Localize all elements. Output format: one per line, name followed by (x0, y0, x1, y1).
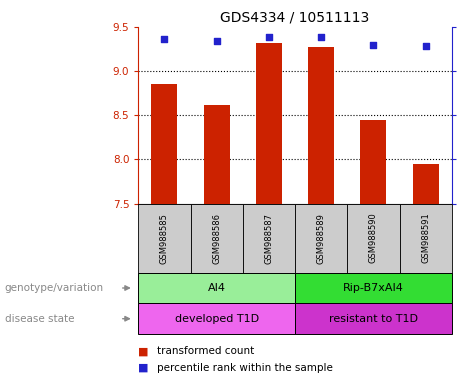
Text: ■: ■ (138, 363, 149, 373)
Text: GSM988589: GSM988589 (317, 213, 325, 263)
Bar (413, 164, 439, 204)
Bar (361, 120, 386, 204)
Text: ■: ■ (138, 346, 149, 356)
Bar (138, 204, 190, 273)
Bar (138, 273, 295, 303)
Bar (138, 303, 295, 334)
Point (370, 41, 377, 48)
Text: resistant to T1D: resistant to T1D (329, 314, 418, 324)
Title: GDS4334 / 10511113: GDS4334 / 10511113 (220, 10, 370, 24)
Text: GSM988591: GSM988591 (421, 213, 430, 263)
Bar (295, 303, 452, 334)
Bar (151, 84, 177, 204)
Text: genotype/variation: genotype/variation (5, 283, 104, 293)
Bar (243, 204, 295, 273)
Text: GSM988586: GSM988586 (212, 213, 221, 263)
Bar (308, 47, 334, 204)
Point (161, 36, 168, 42)
Text: developed T1D: developed T1D (175, 314, 259, 324)
Point (318, 35, 325, 41)
Bar (190, 204, 243, 273)
Bar (204, 104, 230, 204)
Text: Rip-B7xAI4: Rip-B7xAI4 (343, 283, 404, 293)
Point (422, 43, 429, 50)
Bar (347, 204, 400, 273)
Bar (295, 273, 452, 303)
Text: disease state: disease state (5, 314, 74, 324)
Text: GSM988585: GSM988585 (160, 213, 169, 263)
Bar (256, 43, 282, 204)
Bar (295, 204, 347, 273)
Bar (400, 204, 452, 273)
Text: percentile rank within the sample: percentile rank within the sample (157, 363, 333, 373)
Text: AI4: AI4 (207, 283, 226, 293)
Point (213, 38, 220, 44)
Point (265, 35, 272, 41)
Text: transformed count: transformed count (157, 346, 254, 356)
Text: GSM988587: GSM988587 (265, 213, 273, 263)
Text: GSM988590: GSM988590 (369, 213, 378, 263)
